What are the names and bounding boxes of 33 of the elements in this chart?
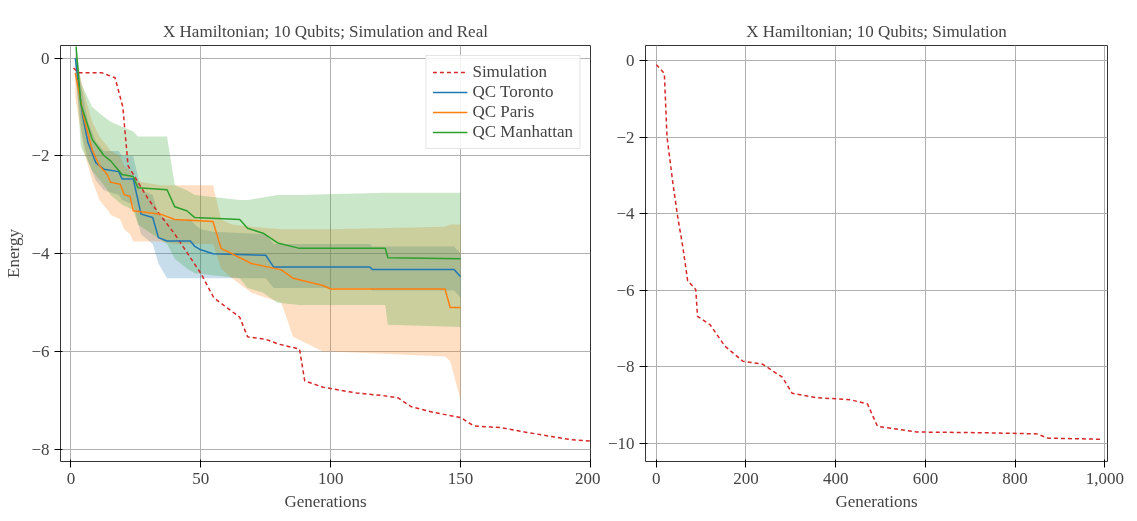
y-tick-label: −4: [616, 204, 635, 224]
x-tick-label: 0: [652, 468, 661, 488]
legend-label: QC Manhattan: [472, 122, 573, 142]
x-tick-label: 50: [192, 468, 210, 488]
chart-title: X Hamiltonian; 10 Qubits; Simulation: [746, 21, 1008, 41]
x-axis-title: Generations: [835, 491, 918, 511]
y-tick-label: −2: [31, 146, 50, 166]
y-tick-label: 0: [41, 48, 50, 68]
y-tick-label: −2: [616, 127, 635, 147]
legend-label: Simulation: [472, 62, 548, 82]
y-tick-label: −8: [31, 439, 50, 459]
x-tick-label: 400: [822, 468, 849, 488]
y-tick-label: −8: [616, 357, 635, 377]
y-tick-label: −6: [31, 342, 50, 362]
x-axis-title: Generations: [284, 491, 367, 511]
x-tick-label: 1,000: [1085, 468, 1124, 488]
legend-label: QC Paris: [472, 102, 535, 122]
y-tick-label: 0: [626, 50, 635, 70]
x-tick-label: 600: [912, 468, 939, 488]
x-tick-label: 800: [1002, 468, 1028, 488]
line-series: [655, 63, 1102, 441]
line-series: [72, 67, 591, 442]
chart-title: X Hamiltonian; 10 Qubits; Simulation and Real: [163, 21, 489, 41]
x-tick-label: 0: [66, 468, 76, 488]
y-axis-title: Energy: [4, 228, 24, 278]
x-tick-label: 150: [447, 468, 474, 488]
x-tick-label: 200: [575, 468, 601, 488]
legend-label: QC Toronto: [472, 82, 554, 102]
y-tick-label: −6: [616, 280, 635, 300]
x-tick-label: 200: [733, 468, 759, 488]
y-tick-label: −4: [31, 244, 50, 264]
x-tick-label: 100: [317, 468, 344, 488]
y-tick-label: −10: [607, 434, 635, 453]
